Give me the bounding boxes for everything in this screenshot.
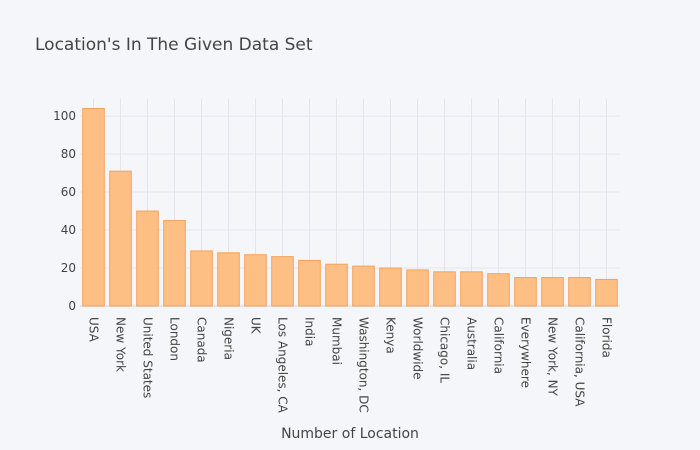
bar[interactable] <box>244 254 267 307</box>
bar[interactable] <box>487 273 510 307</box>
x-tick-label: Florida <box>600 317 614 358</box>
x-tick-label: London <box>168 317 182 361</box>
y-tick-label: 100 <box>53 109 76 123</box>
bar[interactable] <box>433 271 456 307</box>
x-tick-label: Kenya <box>384 317 398 354</box>
x-tick-label: Everywhere <box>519 317 533 388</box>
x-tick-label: Canada <box>195 317 209 363</box>
y-tick-label: 0 <box>68 299 76 313</box>
x-tick-label: UK <box>249 317 263 335</box>
x-axis-title: Number of Location <box>281 426 419 442</box>
x-tick-label: California <box>492 317 506 374</box>
bar[interactable] <box>595 278 618 307</box>
bar[interactable] <box>352 265 375 307</box>
x-tick-label: New York <box>114 317 128 372</box>
x-tick-label: Washington, DC <box>357 317 371 413</box>
x-axis-ticks: USA New York United States London Canada Nige… <box>87 317 614 414</box>
bar[interactable] <box>298 259 321 307</box>
x-tick-label: Worldwide <box>411 317 425 380</box>
bar[interactable] <box>514 277 537 307</box>
x-tick-label: Australia <box>465 317 479 370</box>
chart-title: Location's In The Given Data Set <box>35 35 313 55</box>
x-tick-label: Los Angeles, CA <box>276 317 290 414</box>
x-tick-label: Chicago, IL <box>438 317 452 383</box>
grid-lines <box>80 99 620 307</box>
bar[interactable] <box>379 267 402 307</box>
bar[interactable] <box>460 271 483 307</box>
bar[interactable] <box>217 252 240 307</box>
bars <box>82 107 618 307</box>
bar[interactable] <box>271 256 294 307</box>
bar[interactable] <box>325 263 348 307</box>
y-tick-label: 80 <box>61 147 76 161</box>
bar[interactable] <box>82 107 105 307</box>
y-tick-label: 60 <box>61 185 76 199</box>
y-tick-label: 40 <box>61 223 76 237</box>
x-tick-label: Mumbai <box>330 317 344 365</box>
x-tick-label: Nigeria <box>222 317 236 360</box>
bar[interactable] <box>136 210 159 307</box>
bar[interactable] <box>163 220 186 307</box>
y-tick-label: 20 <box>61 261 76 275</box>
x-tick-label: USA <box>87 317 101 343</box>
bar[interactable] <box>541 277 564 307</box>
bar[interactable] <box>406 269 429 307</box>
y-axis-ticks: 0 20 40 60 80 100 <box>53 109 76 313</box>
bar[interactable] <box>190 250 213 307</box>
x-tick-label: United States <box>141 317 155 398</box>
x-tick-label: California, USA <box>573 317 587 407</box>
x-tick-label: New York, NY <box>546 317 560 397</box>
bar[interactable] <box>568 277 591 307</box>
x-tick-label: India <box>303 317 317 346</box>
bar[interactable] <box>109 170 132 307</box>
